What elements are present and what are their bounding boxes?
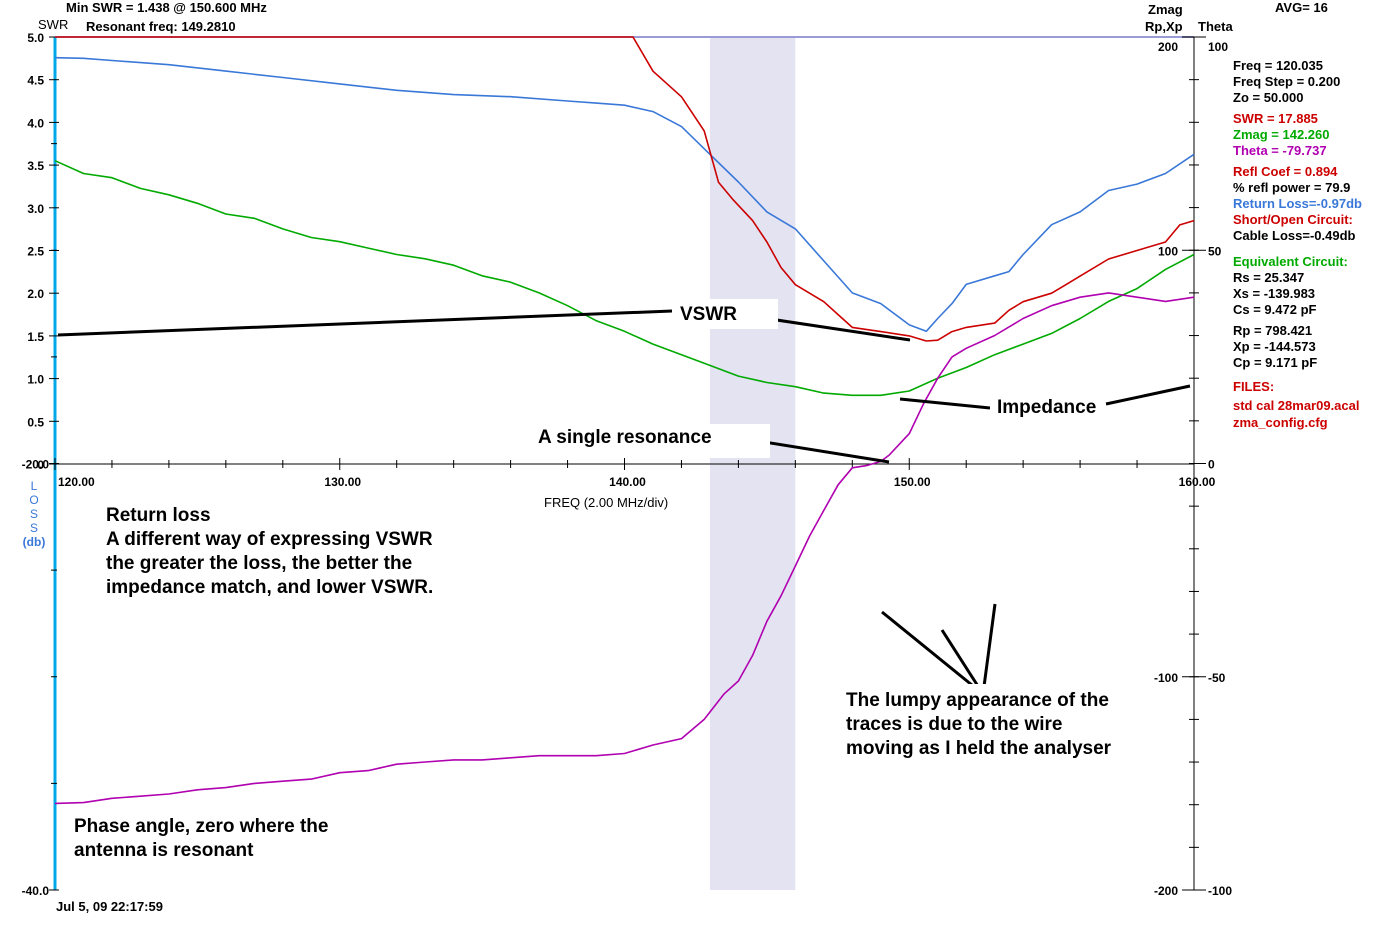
x-tick-label: 120.00 [58, 475, 95, 489]
readout-line: Xp = -144.573 [1233, 339, 1316, 354]
readout-line: Cable Loss=-0.49db [1233, 228, 1356, 243]
lumpy-note-line-2: traces is due to the wire [846, 714, 1062, 735]
lumpy-note-line-1: The lumpy appearance of the [846, 690, 1109, 711]
phase-note-line-1: Phase angle, zero where the [74, 816, 328, 837]
loss-axis-letter: S [30, 521, 38, 535]
loss-tick-label: -20.0 [22, 458, 50, 472]
readout-line: Rs = 25.347 [1233, 270, 1304, 285]
axis-ticks: 120.00 130.00 140.00 150.00 160.00 0 0.5 1.0 1.5… [22, 31, 1233, 898]
lumpy-pointer-1 [881, 610, 984, 696]
return-loss-note-line-2: A different way of expressing VSWR [106, 529, 433, 550]
swr-tick-label: 5.0 [27, 31, 44, 45]
x-tick-label: 140.00 [609, 475, 646, 489]
readout-line: Zmag = 142.260 [1233, 127, 1329, 142]
readout-line: Return Loss=-0.97db [1233, 196, 1362, 211]
zmag-tick-label: 100 [1158, 244, 1178, 258]
theta-tick-label: 100 [1208, 40, 1228, 54]
x-tick-label: 160.00 [1179, 475, 1216, 489]
readout-line: Zo = 50.000 [1233, 90, 1303, 105]
theta-trace [54, 292, 1195, 805]
readout-line: FILES: [1233, 379, 1274, 394]
readout-line: Cp = 9.171 pF [1233, 355, 1317, 370]
zmag-axis-title: Zmag [1148, 2, 1183, 17]
x-tick-label: 130.00 [324, 475, 361, 489]
impedance-label-bg [990, 392, 1104, 420]
theta-axis-title: Theta [1198, 19, 1233, 34]
phase-note: Phase angle, zero where the antenna is r… [74, 816, 334, 861]
readout-line: zma_config.cfg [1233, 415, 1328, 430]
readout-line: Cs = 9.472 pF [1233, 302, 1317, 317]
impedance-pointer-left [899, 397, 991, 410]
readout-line: Equivalent Circuit: [1233, 254, 1348, 269]
data-series [54, 36, 1195, 805]
zmag-trace [54, 159, 1195, 397]
return-loss-note: Return loss A different way of expressin… [106, 505, 438, 598]
readout-line: Freq = 120.035 [1233, 58, 1323, 73]
x-tick-label: 150.00 [894, 475, 931, 489]
vswr-label-bg [672, 299, 778, 329]
return-loss-note-line-4: impedance match, and lower VSWR. [106, 577, 433, 598]
readout-line: Xs = -139.983 [1233, 286, 1315, 301]
return-loss-note-line-1: Return loss [106, 505, 211, 526]
vswr-label: VSWR [680, 304, 737, 325]
impedance-pointer-right [1105, 384, 1191, 406]
resonance-label-bg [530, 424, 770, 458]
readout-line: Refl Coef = 0.894 [1233, 164, 1338, 179]
phase-note-line-2: antenna is resonant [74, 840, 254, 861]
x-axis-title: FREQ (2.00 MHz/div) [544, 495, 668, 510]
zmag-tick-label: -200 [1154, 884, 1178, 898]
return-loss-note-line-3: the greater the loss, the better the [106, 553, 412, 574]
loss-axis-letter: O [29, 493, 38, 507]
swr-tick-label: 2.5 [27, 245, 44, 259]
timestamp: Jul 5, 09 22:17:59 [56, 899, 163, 914]
readout-line: Theta = -79.737 [1233, 143, 1327, 158]
swr-axis-title: SWR [38, 17, 68, 32]
swr-tick-label: 3.0 [27, 202, 44, 216]
lumpy-note-bg [838, 684, 1156, 766]
theta-tick-label: 50 [1208, 244, 1222, 258]
swr-tick-label: 0 [37, 458, 44, 472]
loss-axis-letter: L [31, 479, 38, 493]
avg-readout: AVG= 16 [1275, 0, 1328, 15]
lumpy-note: The lumpy appearance of the traces is du… [846, 690, 1114, 759]
rpxp-axis-title: Rp,Xp [1145, 19, 1183, 34]
theta-tick-label: -50 [1208, 671, 1226, 685]
readout-line: Freq Step = 0.200 [1233, 74, 1340, 89]
readout-line: % refl power = 79.9 [1233, 180, 1350, 195]
impedance-label: Impedance [997, 397, 1096, 418]
return-loss-trace [54, 56, 1195, 333]
readout-line: Short/Open Circuit: [1233, 212, 1353, 227]
single-resonance-label: A single resonance [538, 427, 712, 448]
loss-tick-label: -40.0 [22, 884, 50, 898]
lumpy-note-line-3: moving as I held the analyser [846, 738, 1112, 759]
lumpy-pointer-2 [940, 629, 985, 695]
swr-tick-label: 1.5 [27, 330, 44, 344]
zmag-tick-label: 200 [1158, 40, 1178, 54]
lumpy-pointer-3 [981, 603, 997, 695]
swr-tick-label: 4.0 [27, 116, 44, 130]
vswr-pointer-left [57, 309, 673, 337]
swr-tick-label: 0.5 [27, 415, 44, 429]
theta-tick-label: -100 [1208, 884, 1232, 898]
loss-axis-letter: S [30, 507, 38, 521]
swr-tick-label: 1.0 [27, 373, 44, 387]
readout-line: Rp = 798.421 [1233, 323, 1312, 338]
zmag-tick-label: -100 [1154, 671, 1178, 685]
swr-tick-label: 4.5 [27, 74, 44, 88]
swr-tick-label: 3.5 [27, 159, 44, 173]
return-loss-note-bg [98, 500, 468, 620]
loss-axis-letter: (db) [23, 535, 46, 549]
swr-tick-label: 2.0 [27, 287, 44, 301]
readout-line: std cal 28mar09.acal [1233, 398, 1359, 413]
swr-trace [55, 36, 1195, 342]
phase-note-bg [66, 812, 404, 872]
readout-line: SWR = 17.885 [1233, 111, 1318, 126]
theta-tick-label: 0 [1208, 458, 1215, 472]
resonant-freq-readout: Resonant freq: 149.2810 [86, 19, 236, 34]
min-swr-readout: Min SWR = 1.438 @ 150.600 MHz [66, 0, 267, 15]
